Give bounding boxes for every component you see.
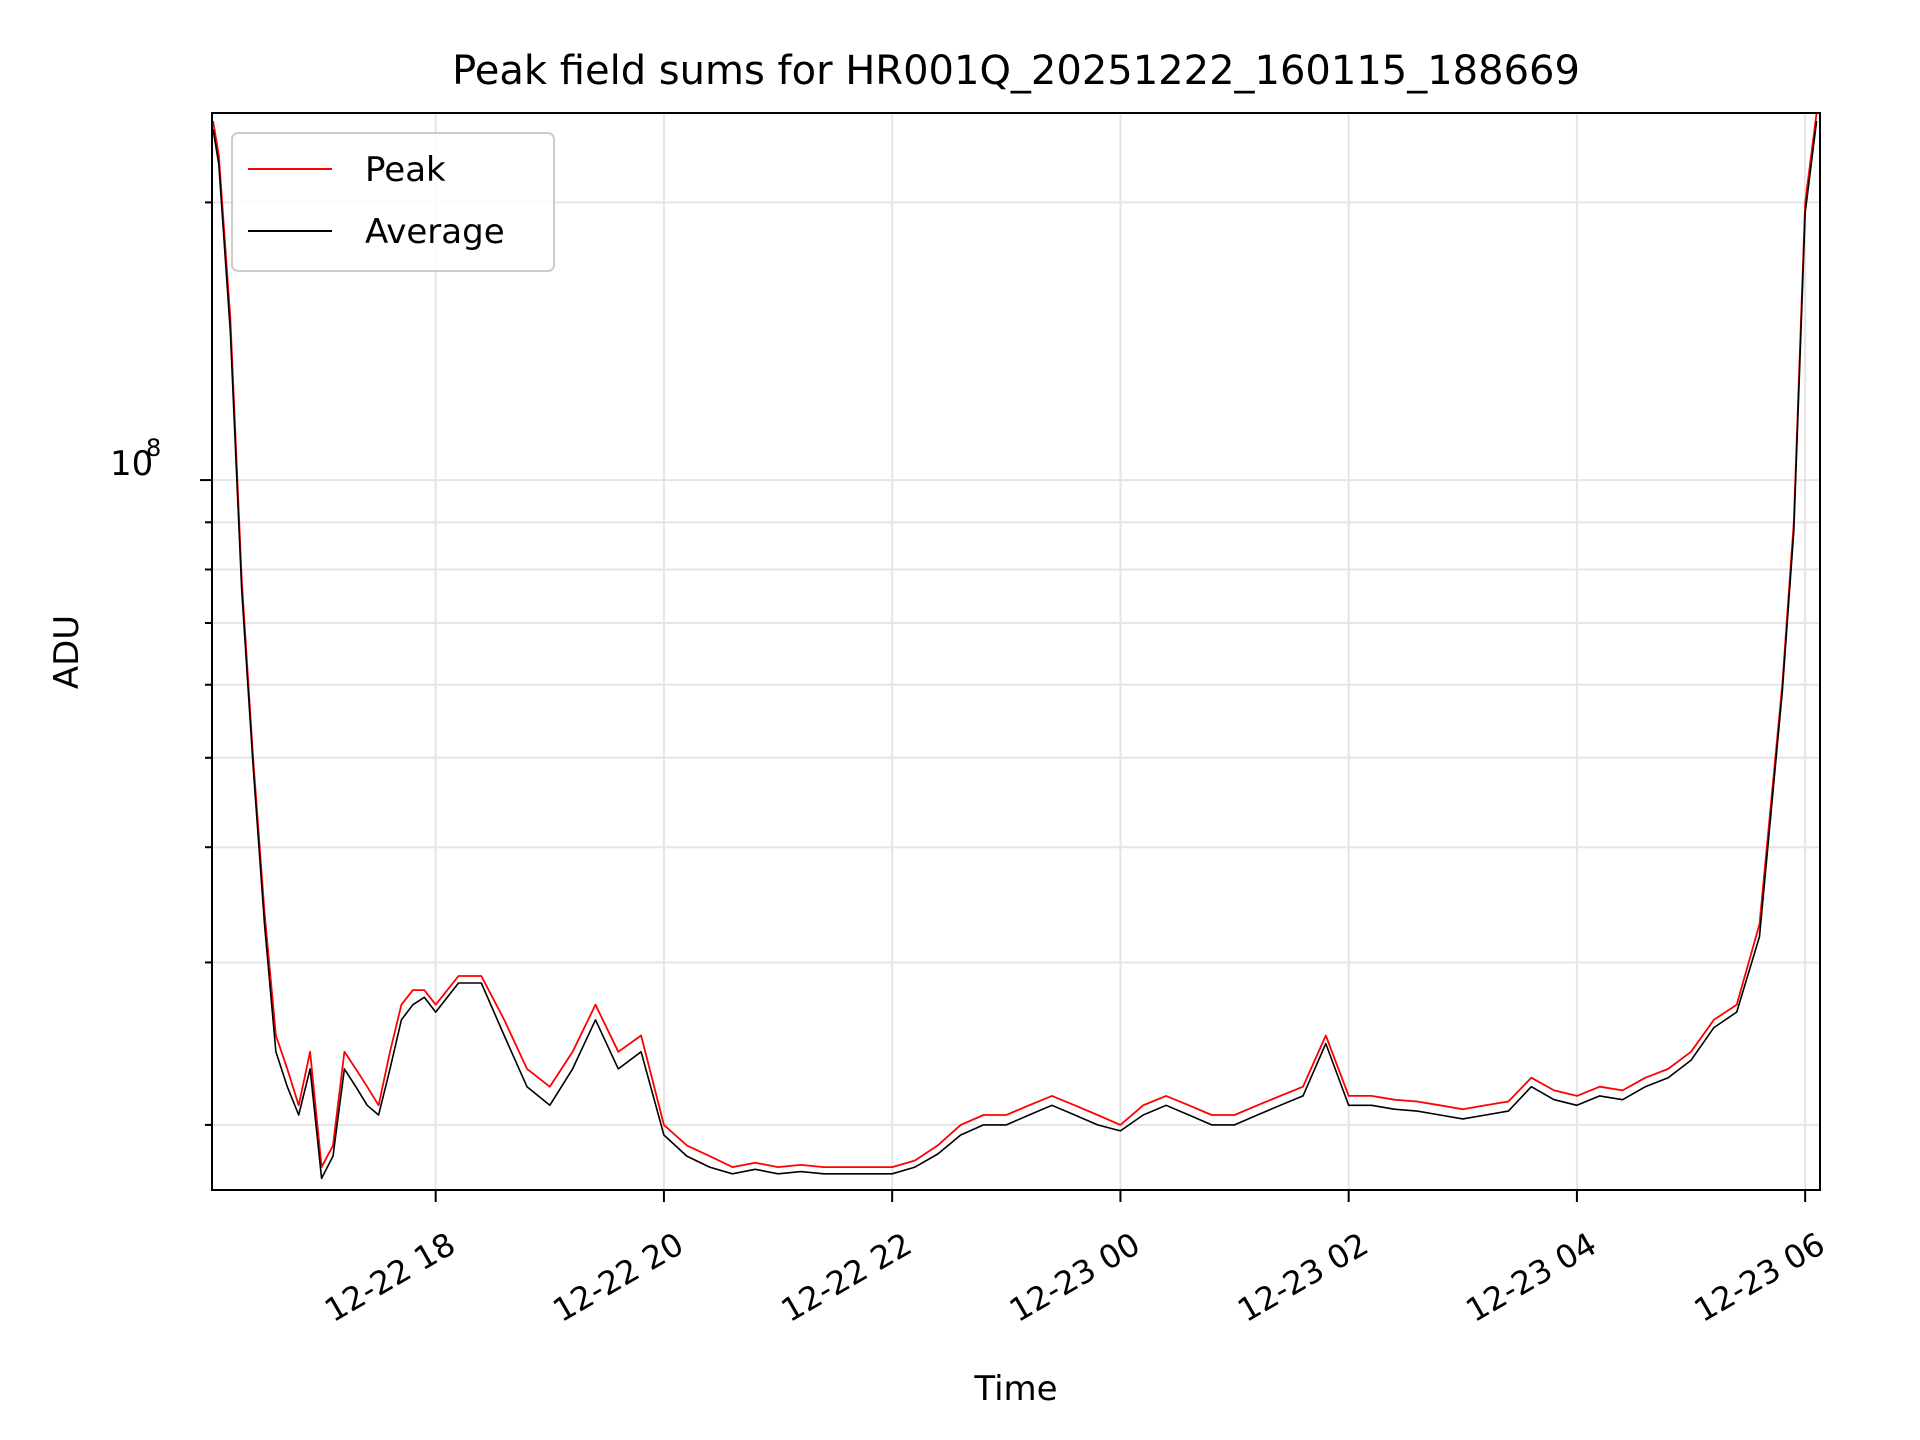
x-axis-label: Time: [973, 1369, 1057, 1409]
chart-title: Peak field sums for HR001Q_20251222_1601…: [452, 48, 1580, 94]
legend: Peak Average: [231, 132, 555, 272]
legend-label-peak: Peak: [365, 150, 446, 190]
legend-label-average: Average: [365, 212, 505, 252]
y-tick-base: 10: [110, 444, 153, 484]
series-lines: [212, 112, 1818, 1180]
legend-box: [231, 132, 555, 272]
y-axis-label: ADU: [47, 615, 87, 689]
y-major-tick-label: 10 8: [110, 434, 161, 484]
grid-lines: [212, 113, 1820, 1190]
series-line-peak: [212, 112, 1818, 1168]
plot-frame: [211, 112, 1821, 1191]
y-tick-exponent: 8: [146, 434, 161, 462]
series-line-average: [212, 121, 1818, 1180]
axis-ticks: [200, 201, 1807, 1202]
